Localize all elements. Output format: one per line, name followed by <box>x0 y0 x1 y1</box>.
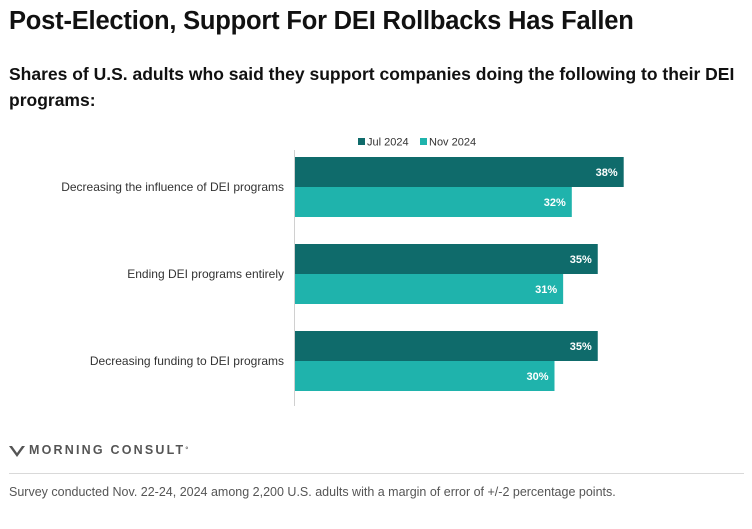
bar <box>295 361 555 391</box>
bar <box>295 244 598 274</box>
bar-value-label: 32% <box>544 197 566 209</box>
chart-title: Post-Election, Support For DEI Rollbacks… <box>9 7 634 35</box>
brand: MORNING CONSULT ° <box>9 443 188 457</box>
bar <box>295 187 572 217</box>
bar-value-label: 35% <box>570 341 592 353</box>
category-label: Decreasing the influence of DEI programs <box>61 180 284 194</box>
bar-chart: Jul 2024 Nov 2024 Decreasing the influenc… <box>61 137 624 406</box>
brand-name: MORNING CONSULT <box>29 443 186 457</box>
chart-legend: Jul 2024 Nov 2024 <box>358 137 476 149</box>
bar-value-label: 35% <box>570 254 592 266</box>
bar <box>295 157 624 187</box>
survey-note: Survey conducted Nov. 22-24, 2024 among … <box>9 485 616 499</box>
bar-value-label: 38% <box>596 167 618 179</box>
bar-value-labels: 38% 32% 35% 31% 35% 30% <box>526 167 617 383</box>
footer-divider <box>9 473 744 474</box>
bar-value-label: 31% <box>535 284 557 296</box>
chart-subtitle: Shares of U.S. adults who said they supp… <box>9 64 735 110</box>
bar <box>295 274 564 304</box>
category-labels: Decreasing the influence of DEI programs… <box>61 180 284 368</box>
bar <box>295 331 598 361</box>
bar-value-label: 30% <box>526 371 548 383</box>
category-label: Ending DEI programs entirely <box>127 267 284 281</box>
legend-swatch-0 <box>358 138 365 145</box>
legend-label-0: Jul 2024 <box>367 137 409 149</box>
category-label: Decreasing funding to DEI programs <box>90 354 284 368</box>
legend-label-1: Nov 2024 <box>429 137 476 149</box>
morning-consult-logo-icon <box>9 446 25 457</box>
legend-swatch-1 <box>420 138 427 145</box>
trademark-mark: ° <box>185 446 189 454</box>
bars <box>295 157 624 391</box>
